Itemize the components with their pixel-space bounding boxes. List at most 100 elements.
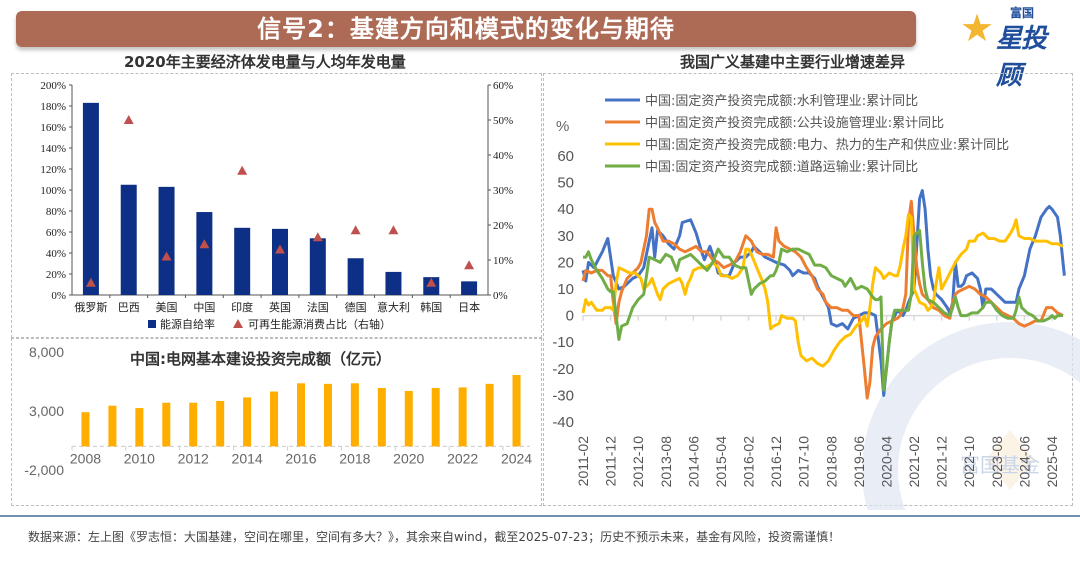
x-tick-label: 印度 [231, 300, 253, 314]
bar-self-sufficiency [196, 212, 213, 295]
legend-label-2: 中国:固定资产投资完成额:公共设施管理业:累计同比 [645, 115, 944, 131]
marker-renewable-share [85, 277, 96, 287]
infra-chart-panel [543, 73, 1073, 506]
footer-divider [0, 515, 1080, 517]
right-tick-label: 30% [493, 185, 513, 197]
y-tick-label: -20 [552, 361, 574, 378]
bar-grid-investment [350, 383, 359, 447]
y-tick-label: -40 [552, 414, 574, 431]
marker-renewable-share [426, 277, 437, 287]
energy-chart-panel [11, 73, 542, 338]
right-tick-label: 0% [493, 290, 508, 302]
y-tick-label: 3,000 [29, 403, 64, 419]
y-tick-label: 30 [557, 228, 574, 245]
infra-chart: 富国基金% -40 -30 -20 -10 0 10 20 30 40 50 60 2011-02 201… [552, 93, 1080, 510]
bar-grid-investment [81, 412, 90, 447]
bar-self-sufficiency [347, 258, 364, 295]
watermark-diamond [985, 430, 1035, 490]
right-tick-label: 50% [493, 115, 513, 127]
x-tick-label: 2014 [232, 450, 263, 466]
bar-grid-investment [270, 391, 279, 447]
series-line-3 [581, 213, 1064, 368]
x-tick-label: 2025-04 [1044, 436, 1060, 488]
marker-renewable-share [199, 239, 210, 249]
left-tick-label: 120% [40, 164, 66, 176]
bar-grid-investment [404, 390, 413, 447]
page-title: 信号2：基建方向和模式的变化与期待 [257, 15, 675, 43]
x-tick-label: 2022-10 [961, 436, 977, 488]
brand-logo: ★ 富国 星投顾 [960, 4, 1070, 91]
watermark-ring [862, 322, 1080, 510]
x-tick-label: 2021-02 [906, 436, 922, 488]
bar-self-sufficiency [272, 228, 288, 295]
bar-grid-investment [377, 387, 386, 447]
y-tick-label: 50 [557, 175, 574, 192]
bar-grid-investment [108, 405, 117, 447]
bar-grid-investment [216, 400, 225, 447]
marker-renewable-share [237, 165, 248, 175]
bar-grid-investment [458, 387, 467, 447]
y-tick-label: 10 [557, 281, 574, 298]
right-tick-label: 20% [493, 220, 513, 232]
x-tick-label: 俄罗斯 [74, 301, 107, 314]
x-tick-label: 2014-06 [685, 436, 701, 488]
infra-chart-title: 我国广义基建中主要行业增速差异 [680, 53, 906, 71]
bar-grid-investment [135, 408, 144, 447]
bar-self-sufficiency [120, 184, 137, 295]
x-tick-label: 英国 [269, 300, 291, 314]
bar-self-sufficiency [385, 271, 402, 295]
x-tick-label: 2013-08 [658, 436, 674, 488]
logo-big-text: 星投顾 [996, 24, 1047, 91]
x-tick-label: 2011-12 [603, 436, 619, 487]
x-tick-label: 2008 [70, 450, 101, 466]
legend-swatch-bar [148, 320, 156, 328]
series-line-1 [581, 189, 1066, 397]
left-tick-label: 140% [40, 143, 66, 155]
source-note: 数据来源：左上图《罗志恒：大国基建，空间在哪里，空间有多大？》，其余来自wind… [28, 530, 841, 544]
bar-grid-investment [162, 402, 171, 447]
bar-grid-investment [485, 383, 494, 447]
bar-self-sufficiency [461, 281, 478, 295]
marker-renewable-share [312, 232, 323, 242]
energy-chart-title: 2020年主要经济体发电量与人均年发电量 [124, 53, 406, 71]
x-tick-label: 2012-10 [630, 436, 646, 488]
x-tick-label: 意大利 [377, 300, 410, 314]
left-tick-label: 80% [46, 206, 66, 218]
marker-renewable-share [161, 251, 172, 261]
x-tick-label: 美国 [156, 301, 178, 314]
x-tick-label: 2022 [447, 450, 478, 466]
grid-chart-panel [11, 338, 542, 506]
marker-renewable-share [350, 225, 361, 235]
x-tick-label: 2018-08 [823, 436, 839, 488]
bar-grid-investment [431, 387, 440, 447]
bar-grid-investment [512, 375, 521, 447]
x-tick-label: 法国 [307, 300, 329, 314]
y-tick-label: -30 [552, 387, 574, 404]
x-tick-label: 2020 [393, 450, 424, 466]
x-tick-label: 2024 [501, 450, 532, 466]
x-tick-label: 2016-12 [768, 436, 784, 488]
x-tick-label: 日本 [458, 300, 480, 314]
left-tick-label: 60% [46, 227, 66, 239]
y-tick-label: -2,000 [24, 462, 64, 478]
legend-label-1: 中国:固定资产投资完成额:水利管理业:累计同比 [645, 93, 918, 109]
star-icon: ★ [960, 8, 995, 50]
x-tick-label: 2020-04 [878, 436, 894, 488]
bar-self-sufficiency [158, 186, 175, 295]
marker-renewable-share [464, 260, 475, 270]
legend-label: 可再生能源消费占比（右轴） [248, 317, 391, 331]
bar-grid-investment [189, 402, 198, 447]
x-tick-label: 韩国 [420, 300, 442, 314]
marker-renewable-share [388, 225, 399, 235]
y-tick-label: 40 [557, 201, 574, 218]
left-tick-label: 0% [51, 290, 66, 302]
left-tick-label: 160% [40, 122, 66, 134]
bar-grid-investment [243, 397, 252, 447]
marker-renewable-share [123, 115, 134, 124]
x-tick-label: 2021-12 [934, 436, 950, 488]
left-tick-label: 200% [40, 80, 66, 92]
x-tick-label: 2017-10 [796, 436, 812, 488]
left-tick-label: 100% [40, 185, 66, 197]
x-tick-label: 2016-02 [741, 436, 757, 488]
series-line-2 [581, 199, 1064, 400]
